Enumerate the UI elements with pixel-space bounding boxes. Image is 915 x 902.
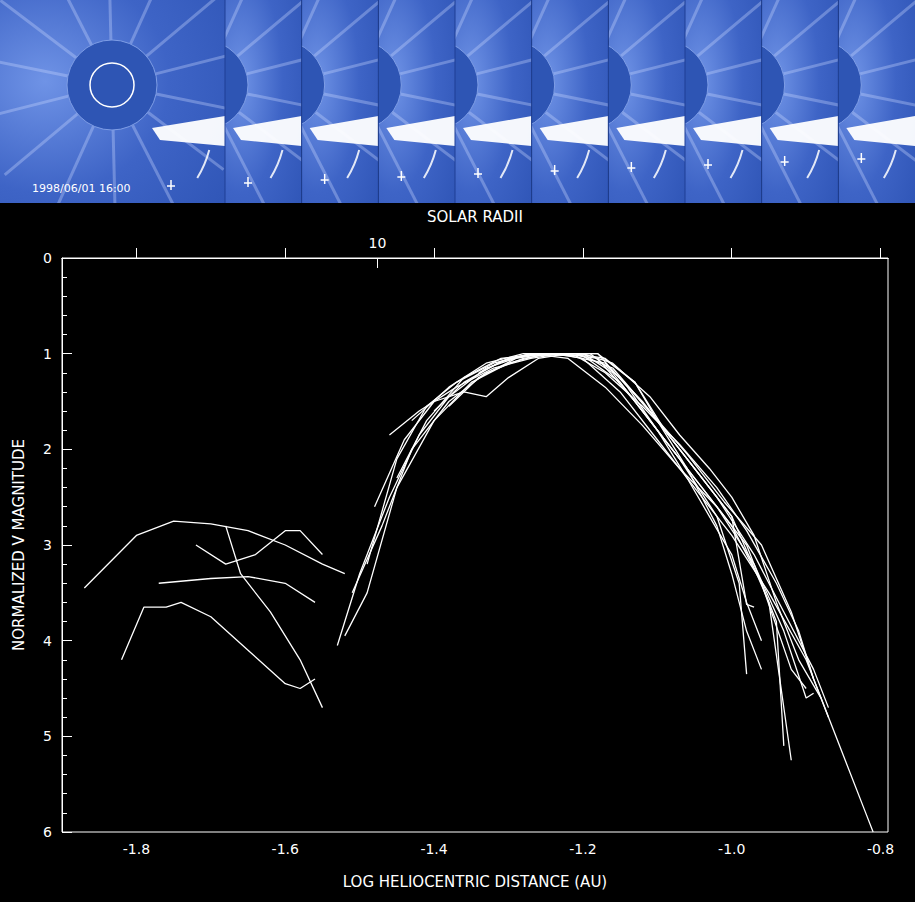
svg-text:4: 4 — [43, 633, 52, 649]
svg-text:-1.4: -1.4 — [420, 841, 447, 857]
svg-text:-1.2: -1.2 — [569, 841, 596, 857]
svg-text:-1.0: -1.0 — [718, 841, 745, 857]
svg-text:6: 6 — [43, 824, 52, 840]
svg-text:SOLAR RADII: SOLAR RADII — [427, 208, 523, 226]
svg-text:-0.8: -0.8 — [867, 841, 894, 857]
svg-text:10: 10 — [368, 235, 386, 251]
svg-text:1: 1 — [43, 346, 52, 362]
svg-text:1998/06/01 16:00: 1998/06/01 16:00 — [32, 182, 131, 195]
svg-text:LOG HELIOCENTRIC DISTANCE (AU): LOG HELIOCENTRIC DISTANCE (AU) — [343, 873, 607, 891]
svg-text:5: 5 — [43, 728, 52, 744]
svg-text:NORMALIZED V MAGNITUDE: NORMALIZED V MAGNITUDE — [10, 439, 28, 651]
svg-text:3: 3 — [43, 537, 52, 553]
svg-text:2: 2 — [43, 441, 52, 457]
svg-text:-1.6: -1.6 — [272, 841, 299, 857]
svg-text:0: 0 — [43, 250, 52, 266]
svg-text:-1.8: -1.8 — [123, 841, 150, 857]
